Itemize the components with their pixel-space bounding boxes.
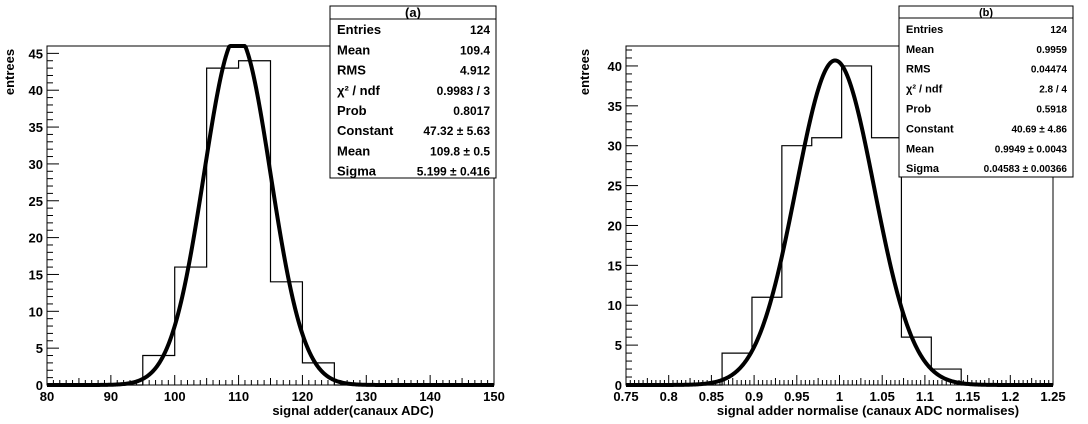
x-tick-label: 120 <box>292 389 314 404</box>
x-tick-label: 1 <box>836 389 843 404</box>
stats-label: Mean <box>906 143 934 155</box>
y-axis-label: entrees <box>577 49 592 95</box>
y-tick-label: 0 <box>36 378 43 393</box>
x-tick-label: 0.75 <box>613 389 638 404</box>
y-tick-label: 35 <box>608 99 622 114</box>
stats-box: (b) Entries 124 Mean 0.9959 RMS 0.04474 χ² / nd… <box>898 5 1074 178</box>
y-tick-label: 5 <box>36 341 43 356</box>
chart-panel-a: 80 90 100 110 120 130 140 150 0 5 10 15 20 25 30 35 40 45… <box>2 5 505 418</box>
gaussian-fit-curve <box>46 44 495 387</box>
histogram-outline <box>47 60 494 386</box>
stats-box-frame <box>898 5 1074 178</box>
y-axis-label: entrees <box>2 49 17 95</box>
stats-value: 47.32 ± 5.63 <box>423 124 490 138</box>
stats-value: 0.04583 ± 0.00366 <box>984 164 1068 175</box>
y-tick-label: 20 <box>608 218 622 233</box>
y-tick-label: 30 <box>608 139 622 154</box>
stats-value: 109.8 ± 0.5 <box>430 144 490 158</box>
x-tick-label: 140 <box>419 389 441 404</box>
x-tick-label: 1.1 <box>916 389 934 404</box>
stats-value: 0.9959 <box>1036 45 1067 56</box>
stats-label: Mean <box>337 143 370 158</box>
histogram-bin <box>812 138 842 385</box>
x-tick-label: 0.95 <box>784 389 809 404</box>
stats-value: 109.4 <box>460 43 490 57</box>
stats-value: 5.199 ± 0.416 <box>417 165 491 179</box>
stats-label: Sigma <box>337 164 377 179</box>
x-tick-label: 150 <box>483 389 505 404</box>
stats-label: Mean <box>337 42 370 57</box>
stats-value: 2.8 / 4 <box>1039 85 1067 96</box>
y-tick-label: 20 <box>29 231 43 246</box>
y-tick-label: 5 <box>615 338 622 353</box>
stats-label: Mean <box>906 44 934 56</box>
stats-label: RMS <box>337 63 366 78</box>
stats-label: Sigma <box>906 163 940 175</box>
x-tick-label: 0.8 <box>660 389 678 404</box>
histogram-bin <box>872 138 902 385</box>
y-tick-label: 10 <box>608 298 622 313</box>
x-tick-label: 80 <box>40 389 54 404</box>
stats-value: 124 <box>1050 25 1067 36</box>
stats-box-title: (b) <box>979 7 993 19</box>
stats-label: Entries <box>337 22 381 37</box>
x-tick-label: 90 <box>104 389 118 404</box>
stats-value: 124 <box>470 23 490 37</box>
x-axis-label: signal adder normalise (canaux ADC norma… <box>717 403 1019 418</box>
histogram-outline <box>626 65 1053 386</box>
y-tick-label: 25 <box>29 194 43 209</box>
stats-label: Constant <box>337 123 394 138</box>
x-tick-label: 1.25 <box>1040 389 1065 404</box>
x-tick-label: 0.9 <box>745 389 763 404</box>
y-tick-label: 40 <box>608 59 622 74</box>
stats-value: 0.04474 <box>1031 65 1068 76</box>
stats-value: 0.8017 <box>453 104 490 118</box>
x-tick-label: 110 <box>228 389 249 404</box>
y-tick-label: 30 <box>29 157 43 172</box>
stats-value: 0.5918 <box>1036 105 1067 116</box>
x-tick-label: 100 <box>164 389 186 404</box>
stats-value: 0.9949 ± 0.0043 <box>995 144 1068 155</box>
histogram-bin <box>239 61 271 385</box>
stats-label: Prob <box>337 103 367 118</box>
y-tick-label: 35 <box>29 120 43 135</box>
y-tick-label: 45 <box>29 46 43 61</box>
x-tick-label: 1.05 <box>870 389 895 404</box>
stats-label: Constant <box>906 123 954 135</box>
stats-label: χ² / ndf <box>906 84 943 96</box>
y-tick-label: 40 <box>29 83 43 98</box>
stats-value: 4.912 <box>460 64 490 78</box>
stats-label: RMS <box>906 64 930 76</box>
stats-label: Prob <box>906 104 931 116</box>
y-tick-label: 0 <box>615 378 622 393</box>
histogram-bin <box>271 282 303 385</box>
stats-label: χ² / ndf <box>337 83 381 98</box>
chart-panel-b: 0.75 0.8 0.85 0.9 0.95 1 1.05 1.1 1.15 1.2 1.25 0 5 1… <box>577 5 1074 418</box>
gaussian-fit-curve <box>625 58 1054 387</box>
stats-value: 0.9983 / 3 <box>437 84 491 98</box>
y-tick-label: 15 <box>29 267 43 282</box>
stats-label: Entries <box>906 24 943 36</box>
y-tick-label: 25 <box>608 179 622 194</box>
x-tick-label: 1.2 <box>1001 389 1019 404</box>
stats-box-title: (a) <box>405 5 421 20</box>
stats-box-frame <box>329 5 497 179</box>
x-axis-label: signal adder(canaux ADC) <box>272 403 433 418</box>
stats-value: 40.69 ± 4.86 <box>1011 124 1067 135</box>
histogram-bin <box>143 356 175 385</box>
histogram-bin <box>175 267 207 385</box>
x-tick-label: 0.85 <box>699 389 724 404</box>
x-tick-label: 1.15 <box>955 389 980 404</box>
y-tick-label: 10 <box>29 304 43 319</box>
y-tick-label: 15 <box>608 258 622 273</box>
x-tick-label: 130 <box>355 389 377 404</box>
stats-box: (a) Entries 124 Mean 109.4 RMS 4.912 χ² / ndf 0.… <box>329 5 497 179</box>
